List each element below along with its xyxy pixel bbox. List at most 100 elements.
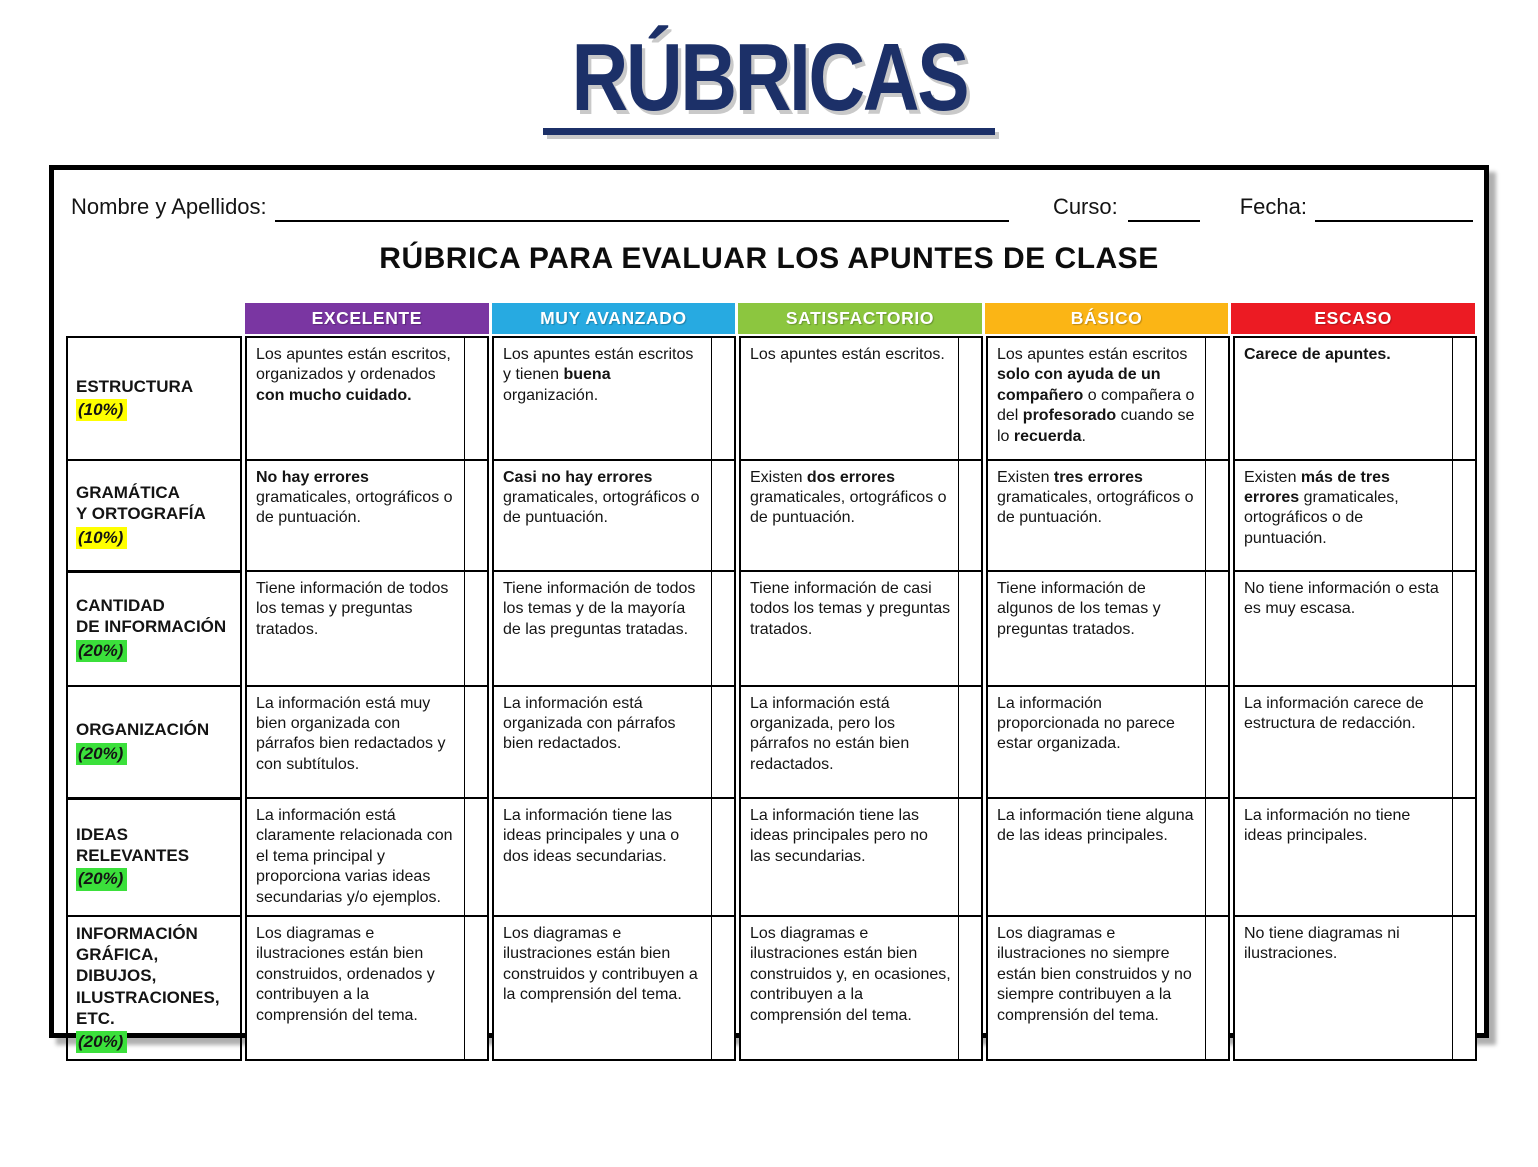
score-box: [711, 799, 734, 916]
score-box: [1205, 338, 1228, 459]
column-header-satisfactorio: SATISFACTORIO: [738, 303, 982, 334]
rubric-cell-text: Los apuntes están escritos y tienen buen…: [503, 346, 694, 404]
criterion-weight: (10%): [76, 399, 128, 422]
criterion-weight: (20%): [76, 742, 128, 765]
rubric-cell-text: Existen dos errores gramaticales, ortogr…: [750, 468, 947, 527]
rubric-cell-text: No tiene diagramas ni ilustraciones.: [1244, 924, 1400, 963]
rubric-cell: No hay errores gramaticales, ortográfico…: [245, 458, 489, 573]
rubric-cell-text: La información está claramente relaciona…: [256, 807, 453, 906]
rubric-cell-text: La información está organizada, pero los…: [750, 694, 910, 773]
criterion-weight: (20%): [76, 639, 128, 662]
score-box: [464, 338, 487, 459]
score-box: [711, 686, 734, 798]
rubric-cell: Existen más de tres errores gramaticales…: [1233, 458, 1477, 573]
column-header-b-sico: BÁSICO: [984, 303, 1229, 334]
rubric-cell-text: Tiene información de casi todos los tema…: [750, 580, 951, 638]
rubric-cell-text: La información proporcionada no parece e…: [997, 694, 1175, 753]
rubric-cell-text: La información está organizada con párra…: [503, 694, 676, 753]
score-box: [1452, 338, 1475, 459]
score-box: [958, 572, 981, 685]
score-box: [711, 460, 734, 571]
criterion-label: ORGANIZACIÓN: [76, 720, 210, 740]
rubric-cell: La información proporcionada no parece e…: [986, 684, 1230, 800]
score-box: [1205, 572, 1228, 685]
rubric-cell: Los apuntes están escritos y tienen buen…: [492, 336, 736, 461]
column-header-escaso: ESCASO: [1231, 303, 1475, 334]
rubric-cell-text: Los diagramas e ilustraciones están bien…: [503, 924, 698, 1004]
column-header-excelente: EXCELENTE: [245, 303, 489, 334]
document-box: Nombre y Apellidos: Curso: Fecha: RÚBRIC…: [49, 165, 1489, 1062]
score-box: [1452, 916, 1475, 1060]
rubric-cell-text: Tiene información de todos los temas y d…: [503, 580, 696, 638]
criterion-cell: GRAMÁTICA Y ORTOGRAFÍA (10%): [66, 458, 242, 573]
score-box: [464, 686, 487, 798]
score-box: [711, 572, 734, 685]
criterion-label: ESTRUCTURA: [76, 376, 194, 396]
score-box: [1452, 686, 1475, 798]
rubric-cell: Los apuntes están escritos.: [739, 336, 983, 461]
rubric-cell-text: Tiene información de algunos de los tema…: [997, 580, 1161, 638]
rubric-cell: La información no tiene ideas principale…: [1233, 797, 1477, 918]
rubric-cell: La información está organizada, pero los…: [739, 684, 983, 800]
rating-header-row: EXCELENTE MUY AVANZADO SATISFACTORIO BÁSICO…: [66, 303, 1478, 334]
rubric-table: EXCELENTE MUY AVANZADO SATISFACTORIO BÁSICO…: [66, 303, 1478, 1062]
rubric-cell-text: Existen tres errores gramaticales, ortog…: [997, 468, 1194, 527]
score-box: [1452, 460, 1475, 571]
score-box: [958, 916, 981, 1060]
page: { "page_title": "RÚBRICAS", "form": { "n…: [0, 30, 1538, 1167]
table-row: ESTRUCTURA (10%) Los apuntes están escrito…: [66, 336, 1478, 461]
criterion-label: INFORMACIÓN GRÁFICA, DIBUJOS, ILUSTRACIO…: [76, 923, 220, 1028]
criterion-label: CANTIDAD DE INFORMACIÓN: [76, 596, 227, 637]
rubric-cell: La información tiene alguna de las ideas…: [986, 797, 1230, 918]
rubric-title: RÚBRICA PARA EVALUAR LOS APUNTES DE CLAS…: [379, 242, 1159, 275]
rubric-cell-text: Carece de apuntes.: [1244, 346, 1391, 363]
table-row: CANTIDAD DE INFORMACIÓN (20%) Tiene inform…: [66, 570, 1478, 687]
name-label: Nombre y Apellidos:: [71, 194, 267, 219]
criterion-cell: ESTRUCTURA (10%): [66, 336, 242, 461]
rubric-cell-text: No tiene información o esta es muy escas…: [1244, 580, 1439, 618]
rubric-cell-text: Los diagramas e ilustraciones no siempre…: [997, 924, 1192, 1024]
rubric-cell: Los diagramas e ilustraciones están bien…: [739, 914, 983, 1062]
score-box: [464, 572, 487, 685]
criterion-cell: IDEAS RELEVANTES (20%): [66, 797, 242, 918]
rubric-cell: No tiene diagramas ni ilustraciones.: [1233, 914, 1477, 1062]
criterion-label: GRAMÁTICA Y ORTOGRAFÍA: [76, 483, 206, 524]
column-header-muy-avanzado: MUY AVANZADO: [491, 303, 736, 334]
rubric-cell: No tiene información o esta es muy escas…: [1233, 570, 1477, 687]
rubric-cell-text: No hay errores gramaticales, ortográfico…: [256, 468, 453, 527]
score-box: [1205, 916, 1228, 1060]
score-box: [958, 799, 981, 916]
score-box: [1452, 572, 1475, 685]
rubric-cell: Los diagramas e ilustraciones están bien…: [245, 914, 489, 1062]
rubric-cell: Casi no hay errores gramaticales, ortogr…: [492, 458, 736, 573]
rubric-cell: Los apuntes están escritos, organizados …: [245, 336, 489, 461]
rubric-cell-text: Los apuntes están escritos solo con ayud…: [997, 346, 1195, 445]
rubric-cell: Tiene información de algunos de los tema…: [986, 570, 1230, 687]
rubric-body: ESTRUCTURA (10%) Los apuntes están escrito…: [66, 336, 1478, 1062]
table-row: INFORMACIÓN GRÁFICA, DIBUJOS, ILUSTRACIO…: [66, 914, 1478, 1062]
score-box: [958, 338, 981, 459]
rubric-cell: Los apuntes están escritos solo con ayud…: [986, 336, 1230, 461]
score-box: [464, 916, 487, 1060]
rubric-cell-text: Tiene información de todos los temas y p…: [256, 580, 449, 638]
title-block: RÚBRICAS: [0, 30, 1538, 135]
rubric-cell-text: La información está muy bien organizada …: [256, 694, 446, 773]
rubric-cell-text: La información carece de estructura de r…: [1244, 694, 1424, 732]
rubric-cell: Carece de apuntes.: [1233, 336, 1477, 461]
rubric-cell-text: Casi no hay errores gramaticales, ortogr…: [503, 468, 700, 527]
title-underline: [543, 128, 995, 135]
rubric-cell: La información tiene las ideas principal…: [492, 797, 736, 918]
rubric-cell-text: Los diagramas e ilustraciones están bien…: [750, 924, 951, 1024]
score-box: [711, 338, 734, 459]
score-box: [464, 460, 487, 571]
rubric-cell: Existen tres errores gramaticales, ortog…: [986, 458, 1230, 573]
rubric-cell: Existen dos errores gramaticales, ortogr…: [739, 458, 983, 573]
page-title: RÚBRICAS: [571, 24, 969, 131]
criterion-weight: (10%): [76, 526, 128, 549]
rubric-cell-text: Los apuntes están escritos, organizados …: [256, 346, 451, 404]
table-row: ORGANIZACIÓN (20%) La información está muy…: [66, 684, 1478, 800]
rubric-cell: La información está organizada con párra…: [492, 684, 736, 800]
criterion-weight: (20%): [76, 868, 128, 891]
criterion-cell: ORGANIZACIÓN (20%): [66, 684, 242, 800]
score-box: [1205, 799, 1228, 916]
